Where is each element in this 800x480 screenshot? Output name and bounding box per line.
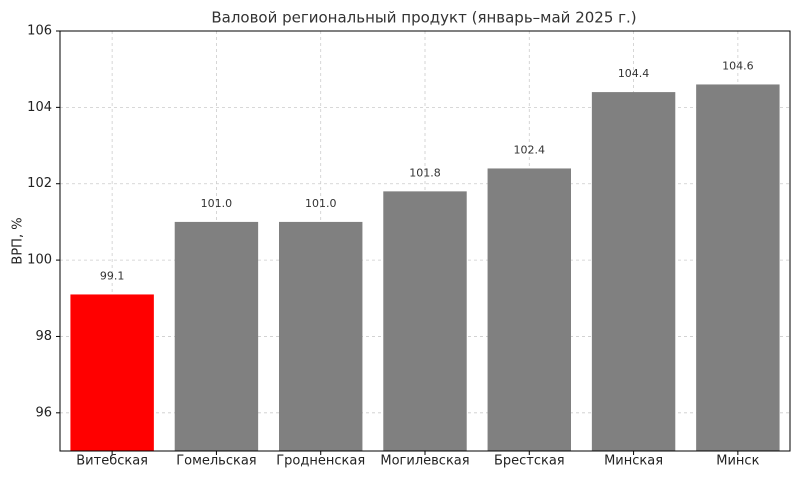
- y-tick-label: 100: [27, 253, 52, 268]
- x-tick-label: Брестская: [494, 454, 565, 469]
- x-tick-label: Могилевская: [380, 454, 469, 469]
- y-tick-label: 96: [35, 405, 52, 420]
- value-label: 101.0: [305, 197, 337, 210]
- y-tick-label: 98: [35, 329, 52, 344]
- x-tick-label: Минск: [716, 454, 759, 469]
- bar: [174, 221, 259, 451]
- y-tick-label: 102: [27, 176, 52, 191]
- bar: [487, 168, 571, 452]
- bar: [279, 221, 363, 451]
- y-axis-label: ВРП, %: [11, 217, 26, 264]
- y-tick-label: 106: [27, 24, 52, 39]
- x-tick-label: Гродненская: [276, 454, 365, 469]
- x-tick-label: Минская: [604, 454, 663, 469]
- bar: [70, 294, 154, 451]
- x-tick-label: Витебская: [76, 454, 148, 469]
- value-label: 99.1: [100, 269, 125, 282]
- y-tick-label: 104: [27, 100, 52, 115]
- value-label: 101.0: [201, 197, 233, 210]
- bar: [696, 84, 780, 452]
- bar: [383, 191, 467, 451]
- value-label: 101.8: [409, 166, 441, 179]
- x-tick-label: Гомельская: [176, 454, 256, 469]
- value-label: 104.4: [618, 67, 650, 80]
- chart-title: Валовой региональный продукт (январь–май…: [211, 9, 636, 27]
- value-label: 102.4: [514, 143, 546, 156]
- plot-frame: [59, 30, 791, 452]
- bar: [591, 92, 676, 451]
- value-label: 104.6: [722, 59, 754, 72]
